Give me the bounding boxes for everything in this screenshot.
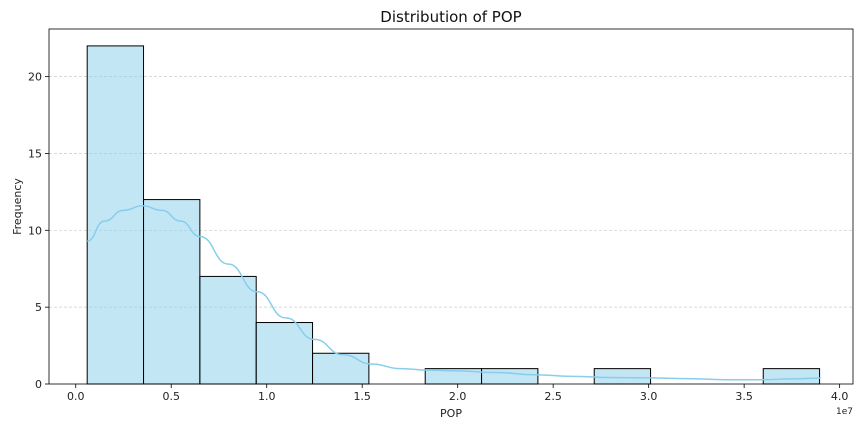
y-tick-label: 5 (35, 301, 42, 314)
x-tick-label: 1.5 (353, 390, 371, 403)
y-tick-label: 0 (35, 378, 42, 391)
histogram-bar (762, 368, 821, 385)
histogram-bar (255, 322, 314, 385)
x-axis-offset-text: 1e7 (836, 407, 853, 417)
histogram-bar (481, 368, 539, 385)
plot-frame (48, 28, 854, 385)
histogram-bar (199, 275, 257, 385)
y-axis-label: Frequency (11, 178, 24, 235)
x-tick-label: 1.0 (258, 390, 276, 403)
histogram-bars (86, 45, 821, 385)
x-tick-label: 0.5 (162, 390, 180, 403)
y-tick-label: 15 (28, 147, 42, 160)
chart-title: Distribution of POP (380, 8, 521, 26)
grid-lines (49, 76, 853, 308)
x-tick-label: 2.5 (544, 390, 562, 403)
histogram-bar (593, 368, 652, 385)
x-axis-ticks: 0.0 0.5 1.0 1.5 2.0 2.5 3.0 3.5 4.0 (67, 384, 848, 403)
x-tick-label: 2.0 (449, 390, 467, 403)
y-tick-label: 20 (28, 71, 42, 84)
x-tick-label: 3.0 (640, 390, 658, 403)
x-tick-label: 0.0 (67, 390, 85, 403)
kde-curve (87, 204, 821, 381)
histogram-bar (312, 352, 370, 385)
x-tick-label: 3.5 (735, 390, 753, 403)
kde-curve-layer (87, 204, 821, 381)
x-axis-label: POP (440, 407, 462, 420)
y-axis-ticks: 0 5 10 15 20 (28, 71, 49, 391)
y-tick-label: 10 (28, 224, 42, 237)
histogram-bar (143, 199, 201, 385)
x-tick-label: 4.0 (831, 390, 849, 403)
